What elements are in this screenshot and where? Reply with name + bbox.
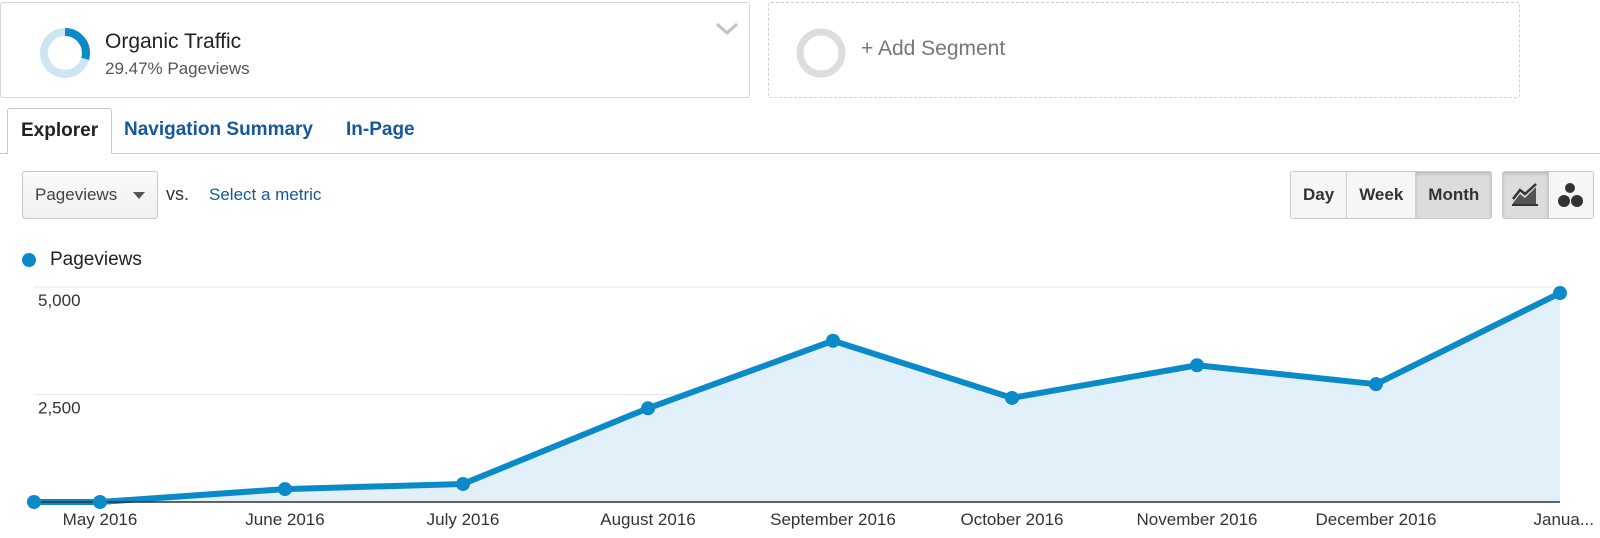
- motion-chart-icon: [1557, 183, 1583, 207]
- interval-toggle: Day Week Month: [1290, 171, 1493, 219]
- data-point-5[interactable]: [826, 333, 840, 348]
- x-tick-label: July 2016: [427, 510, 500, 529]
- pageviews-chart: May 2016 June 2016 July 2016 August 2016 Sep…: [27, 286, 1595, 529]
- metric-dropdown[interactable]: Pageviews: [22, 171, 158, 219]
- chart-type-toggle: [1502, 171, 1594, 219]
- segment-donut-icon: [40, 28, 90, 78]
- data-point-7[interactable]: [1190, 358, 1204, 373]
- segment-card-organic-traffic[interactable]: Organic Traffic 29.47% Pageviews: [0, 2, 750, 98]
- day-button[interactable]: Day: [1291, 172, 1348, 218]
- y-tick-label: 2,500: [38, 399, 81, 418]
- data-point-1[interactable]: [93, 495, 107, 509]
- data-point-6[interactable]: [1005, 390, 1019, 405]
- legend-label-pageviews: Pageviews: [50, 249, 142, 270]
- line-chart-button[interactable]: [1503, 172, 1549, 218]
- x-tick-label: Janua...: [1534, 510, 1595, 529]
- x-tick-label: June 2016: [245, 510, 324, 529]
- select-metric-link[interactable]: Select a metric: [209, 185, 322, 204]
- data-point-3[interactable]: [456, 476, 470, 491]
- series-area: [34, 293, 1560, 502]
- report-tabs: Explorer Navigation Summary In-Page: [0, 108, 1600, 154]
- line-chart-icon: [1512, 183, 1539, 206]
- tab-explorer[interactable]: Explorer: [7, 108, 113, 154]
- tab-in-page[interactable]: In-Page: [346, 119, 415, 140]
- data-point-4[interactable]: [641, 401, 655, 416]
- segment-subtitle: 29.47% Pageviews: [105, 59, 250, 78]
- tab-navigation-summary[interactable]: Navigation Summary: [124, 119, 313, 140]
- x-tick-label: December 2016: [1316, 510, 1437, 529]
- data-point-0[interactable]: [27, 495, 41, 509]
- x-tick-label: August 2016: [600, 510, 695, 529]
- y-tick-label: 5,000: [38, 291, 81, 310]
- chevron-down-icon[interactable]: [715, 21, 739, 37]
- x-tick-label: October 2016: [960, 510, 1063, 529]
- legend-swatch: [22, 253, 36, 267]
- data-point-9[interactable]: [1553, 286, 1567, 301]
- add-segment-label: + Add Segment: [861, 37, 1006, 60]
- tabs-baseline: [0, 153, 1600, 154]
- month-button[interactable]: Month: [1416, 172, 1492, 218]
- segment-title: Organic Traffic: [105, 30, 242, 53]
- week-button[interactable]: Week: [1347, 172, 1417, 218]
- data-point-8[interactable]: [1369, 377, 1383, 392]
- motion-chart-button[interactable]: [1548, 172, 1593, 218]
- x-tick-label: November 2016: [1137, 510, 1258, 529]
- vs-label: vs.: [166, 184, 190, 204]
- data-point-2[interactable]: [278, 482, 292, 497]
- x-tick-label: May 2016: [63, 510, 138, 529]
- segment-placeholder-icon: [796, 28, 846, 78]
- metric-dropdown-value: Pageviews: [35, 185, 118, 204]
- series-line: [31, 290, 1563, 505]
- x-tick-label: September 2016: [770, 510, 896, 529]
- add-segment-button[interactable]: + Add Segment: [768, 2, 1520, 98]
- caret-down-icon: [133, 192, 145, 199]
